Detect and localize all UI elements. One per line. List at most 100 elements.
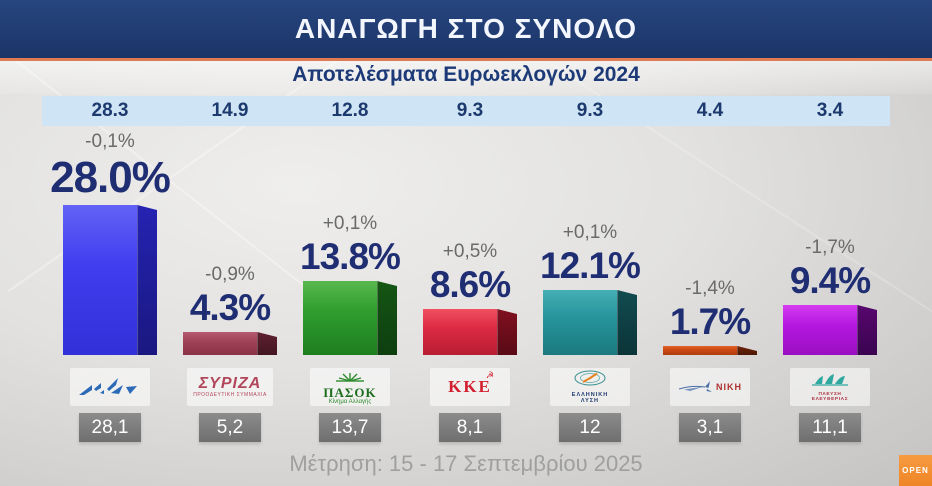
party-column-syriza: 14.9 -0,9% 4.3% ΣΥΡΙΖΑ ΠΡΟΟΔΕΥΤΙΚΗ ΣΥΜΜΑ… <box>170 96 290 442</box>
elliniki-lysi-logo-subtext: ΛΥΣΗ <box>580 398 600 404</box>
change-label: -0,1% <box>85 131 135 152</box>
party-logo-card: ΣΥΡΙΖΑ ΠΡΟΟΔΕΥΤΙΚΗ ΣΥΜΜΑΧΙΑ <box>187 368 273 406</box>
title-bar: ΑΝΑΓΩΓΗ ΣΤΟ ΣΥΝΟΛΟ <box>0 0 932 61</box>
kke-logo-group: ☭ ΚΚΕ <box>448 370 494 397</box>
party-logo: ΕΛΛΗΝΙΚΗ ΛΥΣΗ <box>572 370 608 404</box>
syriza-logo-subtext: ΠΡΟΟΔΕΥΤΙΚΗ ΣΥΜΜΑΧΙΑ <box>193 392 267 398</box>
subtitle-band <box>0 61 932 94</box>
bar-stack: -1,4% 1.7% <box>650 126 770 355</box>
bar-stack: -0,9% 4.3% <box>170 126 290 355</box>
party-logo-zone: ΕΛΛΗΝΙΚΗ ΛΥΣΗ <box>530 365 650 409</box>
pasok-logo-group: ΠΑΣΟΚ Κίνημα Αλλαγής <box>323 369 376 405</box>
bar-stack: +0,1% 13.8% <box>290 126 410 355</box>
party-logo-card: ☭ ΚΚΕ <box>430 368 510 406</box>
party-logo-zone: ΠΑΣΟΚ Κίνημα Αλλαγής <box>290 365 410 409</box>
party-logo: ΣΥΡΙΖΑ ΠΡΟΟΔΕΥΤΙΚΗ ΣΥΜΜΑΧΙΑ <box>193 375 267 399</box>
party-column-niki: 4.4 -1,4% 1.7% ΝΙΚΗ 3,1 <box>650 96 770 442</box>
bar-side <box>377 281 397 355</box>
survey-date-note: Μέτρηση: 15 - 17 Σεπτεμβρίου 2025 <box>289 451 643 476</box>
bar-stack: +0,1% 12.1% <box>530 126 650 355</box>
pasok-logo-text: ΠΑΣΟΚ <box>323 385 377 400</box>
poll-value-label: 12.1% <box>540 245 641 286</box>
elliniki-lysi-globe-icon <box>574 370 606 386</box>
party-logo: ΠΛΕΥΣΗ ΕΛΕΥΘΕΡΙΑΣ <box>809 372 851 403</box>
plefsi-logo-subtext: ΕΛΕΥΘΕΡΙΑΣ <box>811 397 849 402</box>
pasok-sun-icon <box>335 373 364 382</box>
party-logo-card: ΠΛΕΥΣΗ ΕΛΕΥΘΕΡΙΑΣ <box>790 368 870 406</box>
pasok-logo-subtext: Κίνημα Αλλαγής <box>328 399 372 405</box>
syriza-logo-text: ΣΥΡΙΖΑ <box>198 375 262 392</box>
euro-2024-value: 12.8 <box>331 100 369 121</box>
change-label: -0,9% <box>205 264 255 285</box>
bar-nd <box>63 205 157 355</box>
party-logo: ΠΑΣΟΚ Κίνημα Αλλαγής <box>323 369 376 405</box>
hammer-sickle-icon: ☭ <box>485 370 494 380</box>
euro-2024-value: 28.3 <box>91 100 129 121</box>
poll-value-label: 8.6% <box>429 264 511 305</box>
open-channel-logo: OPEN <box>899 455 932 486</box>
bar-niki <box>663 346 757 355</box>
party-logo <box>77 376 143 398</box>
elliniki-lysi-logo-text: ΕΛΛΗΝΙΚΗ <box>571 392 609 398</box>
bar-face <box>303 281 378 355</box>
party-logo-zone: ΣΥΡΙΖΑ ΠΡΟΟΔΕΥΤΙΚΗ ΣΥΜΜΑΧΙΑ <box>170 365 290 409</box>
poll-value-label: 28.0% <box>50 153 171 202</box>
poll-value-label: 4.3% <box>189 287 271 328</box>
columns: 28.3 -0,1% 28.0% <box>0 96 932 446</box>
bar-side <box>257 332 277 355</box>
bar-face <box>663 346 738 355</box>
party-logo-card: ΝΙΚΗ <box>670 368 750 406</box>
niki-logo-group: ΝΙΚΗ <box>678 380 742 394</box>
plefsi-logo-text: ΠΛΕΥΣΗ <box>818 391 842 397</box>
euro-2024-value: 9.3 <box>576 100 604 121</box>
party-logo: ΝΙΚΗ <box>678 380 742 394</box>
party-logo-card: ΠΑΣΟΚ Κίνημα Αλλαγής <box>310 368 390 406</box>
previous-value-box: 12 <box>559 413 621 442</box>
plefsi-logo-group: ΠΛΕΥΣΗ ΕΛΕΥΘΕΡΙΑΣ <box>809 372 851 403</box>
party-column-nd: 28.3 -0,1% 28.0% <box>50 96 171 442</box>
party-column-pasok: 12.8 +0,1% 13.8% Π <box>290 96 410 442</box>
bar-face <box>423 309 498 355</box>
euro-2024-value: 9.3 <box>456 100 484 121</box>
niki-feather-icon <box>678 381 712 392</box>
bar-side <box>137 205 157 355</box>
party-logo-zone <box>50 365 170 409</box>
page-title: ΑΝΑΓΩΓΗ ΣΤΟ ΣΥΝΟΛΟ <box>294 13 638 44</box>
bar-face <box>63 205 138 355</box>
bar-face <box>543 290 618 355</box>
change-label: -1,4% <box>685 278 735 299</box>
plefsi-sails-icon <box>812 373 848 386</box>
party-column-kke: 9.3 +0,5% 8.6% ☭ ΚΚΕ 8,1 <box>410 96 530 442</box>
previous-value-box: 11,1 <box>799 413 861 442</box>
bar-side <box>617 290 637 355</box>
poll-value-label: 1.7% <box>669 301 751 342</box>
bar-face <box>783 305 858 355</box>
bar-stack: +0,5% 8.6% <box>410 126 530 355</box>
niki-logo-text: ΝΙΚΗ <box>716 382 742 392</box>
bar-face <box>183 332 258 355</box>
previous-value-box: 3,1 <box>679 413 741 442</box>
poll-value-label: 9.4% <box>789 260 871 301</box>
syriza-wordmark: ΣΥΡΙΖΑ ΠΡΟΟΔΕΥΤΙΚΗ ΣΥΜΜΑΧΙΑ <box>193 375 267 399</box>
party-column-elliniki-lysi: 9.3 +0,1% 12.1% ΕΛΛΗΝΙΚΗ ΛΥΣΗ <box>530 96 650 442</box>
bar-kke <box>423 309 517 355</box>
bar-elliniki-lysi <box>543 290 637 355</box>
euro-2024-value: 3.4 <box>816 100 844 121</box>
subtitle: Αποτελέσματα Ευρωεκλογών 2024 <box>292 63 640 86</box>
bar-plefsi-eleftherias <box>783 305 877 355</box>
change-label: +0,5% <box>442 241 498 262</box>
poll-value-label: 13.8% <box>300 236 401 277</box>
euro-results-band <box>42 96 890 126</box>
party-logo-card <box>70 368 150 406</box>
party-logo: ☭ ΚΚΕ <box>448 370 494 397</box>
euro-2024-value: 4.4 <box>696 100 724 121</box>
bar-stack: -0,1% 28.0% <box>50 126 171 355</box>
change-label: +0,1% <box>322 213 378 234</box>
party-logo-zone: ΝΙΚΗ <box>650 365 770 409</box>
bar-stack: -1,7% 9.4% <box>770 126 890 355</box>
bar-pasok <box>303 281 397 355</box>
party-logo-card: ΕΛΛΗΝΙΚΗ ΛΥΣΗ <box>550 368 630 406</box>
change-label: -1,7% <box>805 237 855 258</box>
previous-value-box: 28,1 <box>79 413 141 442</box>
